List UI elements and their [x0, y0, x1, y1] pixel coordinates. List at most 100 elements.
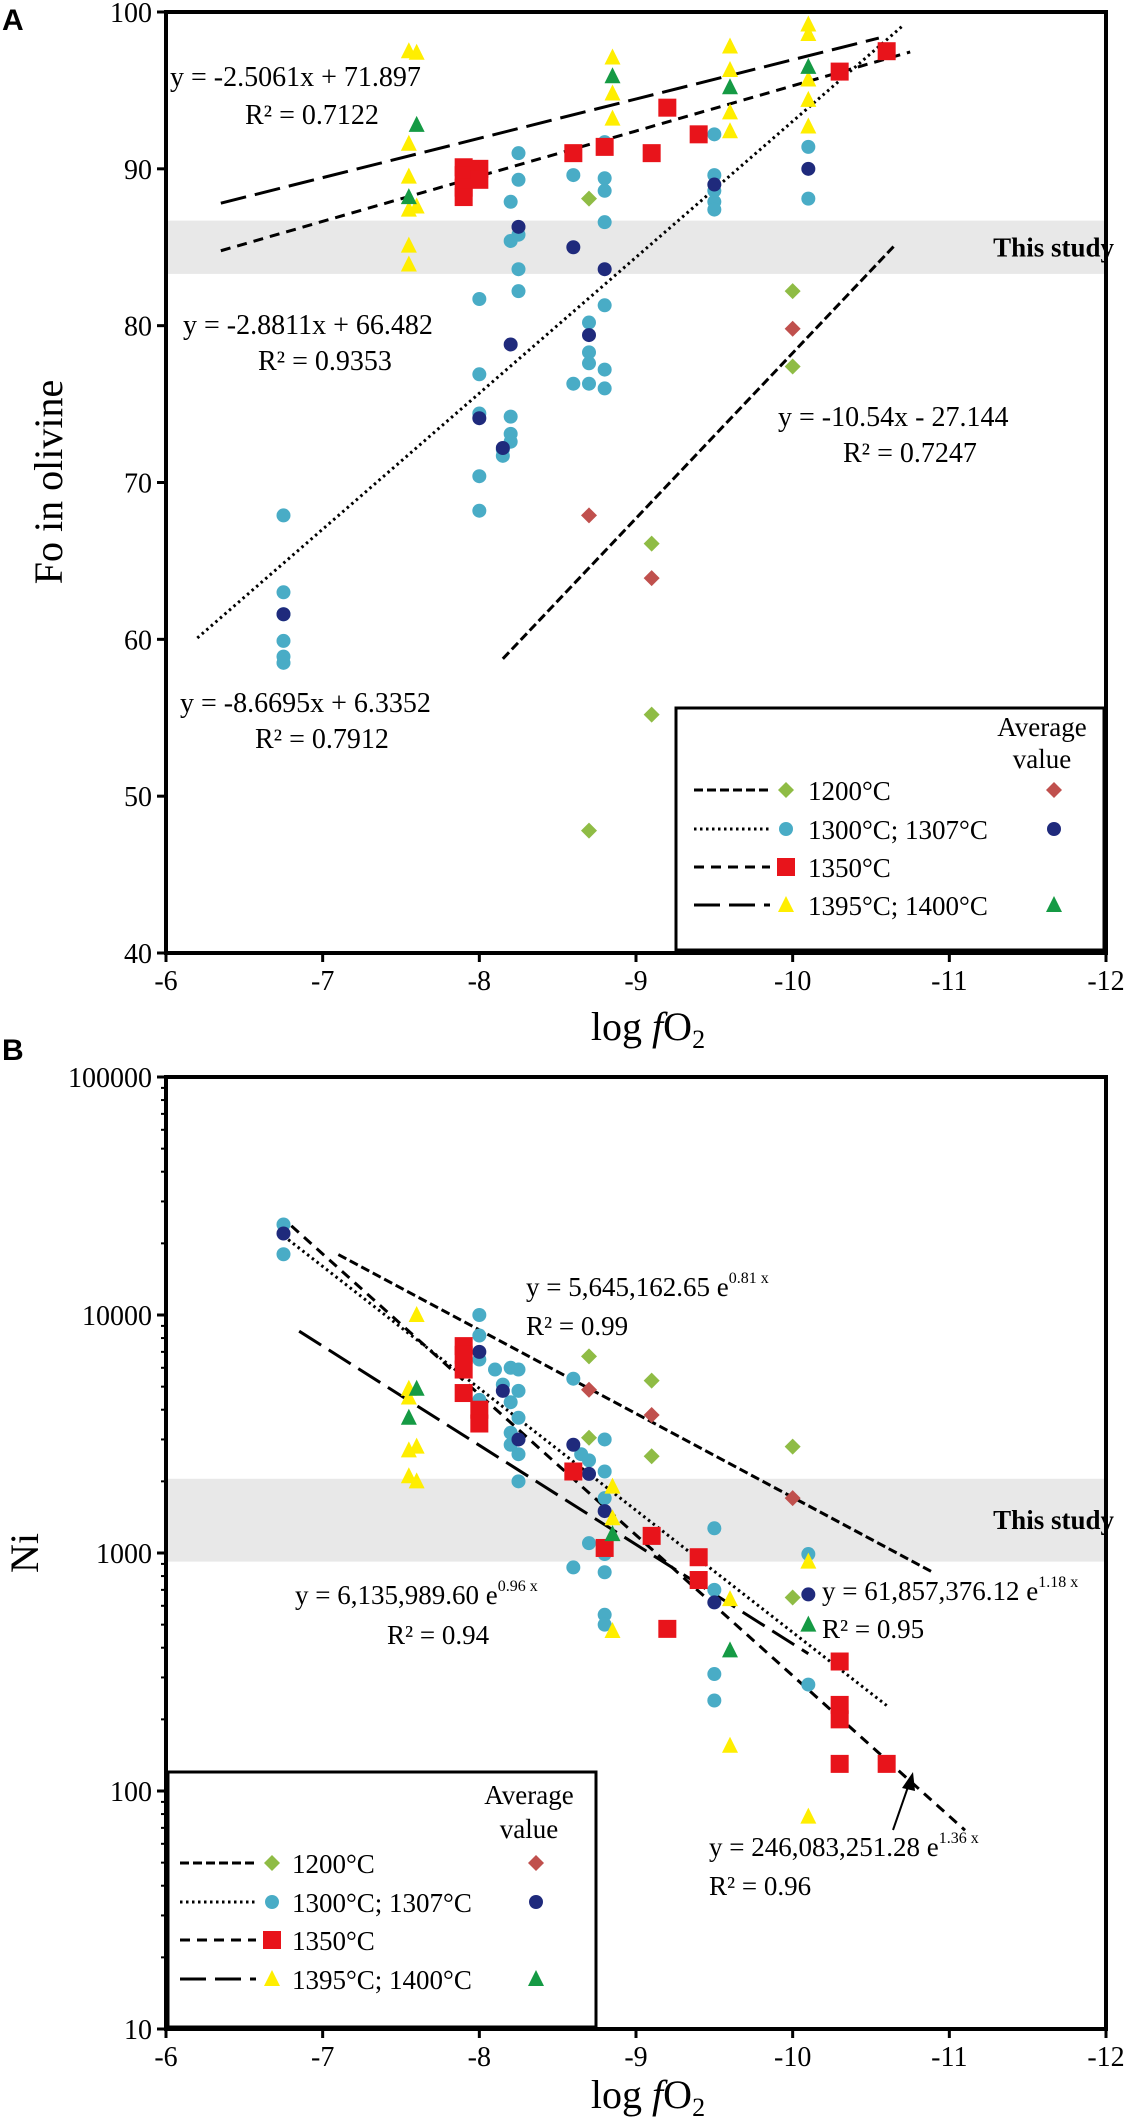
x-tick-label: -9 [624, 2042, 647, 2073]
data-point [604, 109, 621, 126]
panel-a-this-study-label: This study [993, 232, 1114, 262]
panel-a-this-study-band [166, 220, 1106, 274]
data-point [472, 411, 487, 426]
legend-marker [265, 1895, 279, 1909]
data-point [566, 1371, 581, 1386]
panel-b-x-label-prefix: log [591, 2072, 652, 2117]
data-point [454, 1360, 473, 1379]
data-point [472, 1308, 487, 1322]
x-tick-label: -7 [311, 2042, 334, 2073]
data-point [658, 98, 677, 117]
panel-a-legend-label-1350: 1350°C [808, 853, 891, 883]
data-point [276, 655, 291, 670]
data-point [470, 1400, 489, 1419]
panel-b-data-points [276, 1217, 896, 1824]
data-point [400, 167, 417, 184]
data-point [597, 362, 612, 377]
data-point [830, 1754, 849, 1773]
data-point [400, 1408, 417, 1425]
data-point [595, 1538, 614, 1557]
y-tick-label: 40 [124, 939, 152, 970]
legend-average-marker [528, 1970, 544, 1986]
data-point [784, 1589, 801, 1606]
panel-b-legend-header-2: value [500, 1814, 558, 1844]
data-point [472, 292, 487, 307]
data-point [511, 1474, 526, 1489]
panel-b-eq-1200-exp: 0.81 x [729, 1270, 769, 1287]
data-point [784, 358, 801, 375]
y-tick-label: 60 [124, 625, 152, 656]
x-tick-label: -6 [154, 966, 177, 997]
x-tick-label: -12 [1087, 966, 1124, 997]
data-point [597, 262, 612, 277]
data-point [595, 137, 614, 156]
legend-average-marker [1047, 822, 1061, 836]
data-point [400, 1467, 417, 1484]
panel-a-r2-1395: R² = 0.7122 [245, 100, 379, 131]
data-point [604, 84, 621, 101]
y-tick-label: 100000 [68, 1063, 152, 1094]
data-point [581, 1348, 597, 1365]
data-point [643, 1372, 660, 1389]
panel-b-legend-label-1200: 1200°C [292, 1849, 375, 1879]
data-point [582, 356, 596, 371]
data-point [495, 440, 510, 455]
data-point [800, 117, 817, 134]
panel-a-legend-label-1200: 1200°C [808, 776, 891, 806]
legend-marker [778, 782, 794, 798]
legend-marker [779, 822, 793, 836]
data-point [564, 1462, 583, 1481]
data-point [604, 1509, 621, 1526]
data-point [707, 1521, 722, 1536]
data-point [707, 1582, 722, 1597]
x-tick-label: -10 [774, 2042, 811, 2073]
panel-a-r2-1350: R² = 0.9353 [258, 346, 392, 377]
panel-b-legend-box [166, 1770, 598, 2029]
panel-a-axis-ticks: -6 -7 -8 -9 -10 -11 -12 40 50 60 70 80 90 100 [110, 0, 1125, 997]
data-point [408, 1437, 425, 1454]
data-point [408, 197, 425, 214]
data-point [582, 1536, 596, 1551]
panel-b-x-label-sub: 2 [692, 2093, 705, 2118]
data-point [503, 337, 518, 352]
data-point [604, 1622, 621, 1639]
data-point [582, 1453, 596, 1468]
data-point [707, 1693, 722, 1708]
y-tick-label: 100 [110, 0, 152, 29]
data-point [830, 1710, 849, 1729]
data-point [472, 1328, 487, 1343]
data-point [511, 1447, 526, 1462]
data-point [658, 1619, 677, 1638]
fit-line-1395 [298, 1329, 810, 1655]
panel-a-eq-1200: y = -10.54x - 27.144 [778, 402, 1008, 433]
data-point [597, 1504, 612, 1519]
legend-average-marker [1046, 896, 1062, 912]
data-point [582, 345, 596, 360]
data-point [503, 409, 518, 424]
data-point [408, 43, 425, 60]
data-point [581, 1429, 597, 1446]
panel-a: A This study -6 -7 -8 -9 -10 -11 -12 40 50 60 70 80… [2, 0, 1125, 1054]
x-tick-label: -8 [468, 2042, 491, 2073]
data-point [801, 191, 816, 206]
y-tick-label: 50 [124, 782, 152, 813]
x-tick-label: -8 [468, 966, 491, 997]
data-point [400, 134, 417, 151]
data-point [597, 1607, 612, 1622]
data-point [564, 144, 583, 163]
data-point [722, 1590, 738, 1607]
data-point [495, 1383, 510, 1398]
data-point [511, 172, 526, 187]
panel-a-eq-1300: y = -8.6695x + 6.3352 [180, 688, 431, 719]
data-point [511, 1383, 526, 1398]
data-point [643, 535, 660, 552]
panel-b-this-study-band [166, 1478, 1106, 1562]
panel-a-x-label-sub: 2 [692, 1025, 705, 1054]
data-point [800, 15, 817, 32]
panel-a-x-label-prefix: log [591, 1004, 652, 1049]
panel-b-r2-1395: R² = 0.94 [387, 1620, 490, 1650]
data-point [400, 188, 417, 205]
panel-a-legend-label-1395: 1395°C; 1400°C [808, 891, 988, 921]
y-tick-label: 10000 [82, 1301, 152, 1332]
